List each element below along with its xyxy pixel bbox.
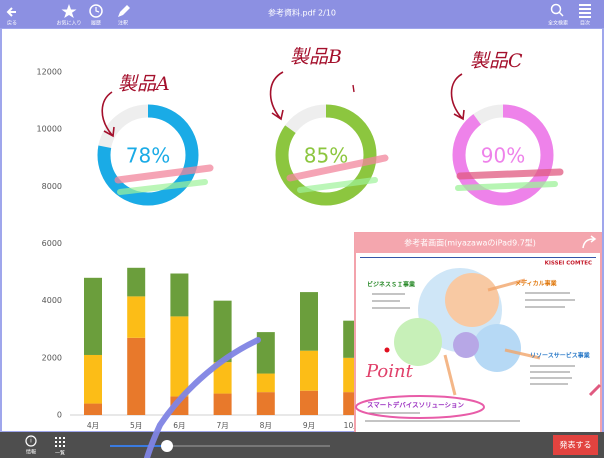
favorite-label: お気に入り (56, 20, 81, 27)
donut-label: 90% (481, 144, 525, 168)
handwritten-point: Point (365, 361, 414, 382)
x-tick-label: 4月 (87, 421, 99, 430)
panel-title: 参考者画面(miyazawaのiPad9.7型) (404, 238, 536, 248)
document-title: 参考資料.pdf 2/10 (268, 8, 336, 18)
x-tick-label: 6月 (173, 421, 185, 430)
tick-mark (353, 85, 354, 92)
bubble (445, 273, 499, 327)
bar-segment (127, 268, 145, 297)
donut-label: 78% (126, 144, 170, 168)
bar-segment (300, 391, 318, 415)
present-button[interactable]: 発表する (553, 435, 598, 455)
bar-segment (84, 404, 102, 415)
bar-segment (300, 292, 318, 351)
segment-label: スマートデバイスソリューション (367, 400, 464, 409)
brand-logo: KISSEI COMTEC (545, 261, 592, 267)
search-label: 全文検索 (548, 20, 568, 27)
back-label: 戻る (7, 20, 17, 27)
x-tick-label: 7月 (216, 421, 228, 430)
handwriting-a: 製品A (118, 73, 170, 95)
toc-label: 目次 (580, 20, 590, 27)
annotate-label: 注釈 (118, 20, 128, 27)
y-tick-label: 10000 (37, 125, 62, 134)
highlight-pink (460, 172, 560, 176)
y-tick-label: 0 (57, 411, 62, 420)
x-tick-label: 5月 (130, 421, 142, 430)
bar-segment (300, 351, 318, 391)
app-screen: 戻る お気に入り 履歴 注釈 参考資料.pdf 2/10 全文検索 目次 78%… (0, 0, 604, 458)
presenter-panel[interactable]: 参考者画面(miyazawaのiPad9.7型) KISSEI COMTEC ビ… (355, 233, 601, 433)
bar-segment (257, 374, 275, 393)
slide-rule (360, 257, 596, 258)
bubble (394, 318, 442, 366)
toolbar: 戻る お気に入り 履歴 注釈 参考資料.pdf 2/10 全文検索 目次 (0, 0, 604, 28)
bar-segment (84, 278, 102, 355)
x-tick-label: 8月 (260, 421, 272, 430)
present-label: 発表する (560, 440, 592, 450)
y-tick-label: 6000 (42, 239, 62, 248)
y-tick-label: 12000 (37, 68, 62, 77)
red-dot (385, 348, 390, 353)
segment-label: ビジネスＳＩ事業 (367, 281, 416, 289)
footer-bar: i 情報 一覧 発表する (0, 432, 604, 458)
history-label: 履歴 (91, 21, 101, 27)
handwriting-c: 製品C (470, 50, 523, 72)
bar-segment (84, 355, 102, 404)
handwriting-b: 製品B (290, 46, 342, 68)
bar-segment (170, 316, 188, 396)
x-tick-label: 9月 (303, 421, 315, 430)
y-tick-label: 8000 (42, 182, 62, 191)
bar-segment (214, 394, 232, 415)
segment-label: メディカル事業 (515, 280, 558, 288)
list-label: 一覧 (55, 450, 65, 457)
bar-segment (127, 296, 145, 337)
bubble (473, 324, 521, 372)
highlight-green (458, 184, 555, 188)
info-label: 情報 (26, 449, 36, 456)
grid-icon (55, 437, 65, 447)
bubble (453, 332, 479, 358)
y-tick-label: 4000 (42, 296, 62, 305)
slider-thumb[interactable] (161, 440, 173, 452)
bar-segment (257, 392, 275, 415)
y-tick-label: 2000 (42, 353, 62, 362)
segment-label: リソースサービス事業 (530, 352, 591, 360)
bar-segment (170, 274, 188, 317)
bar-segment (127, 338, 145, 415)
